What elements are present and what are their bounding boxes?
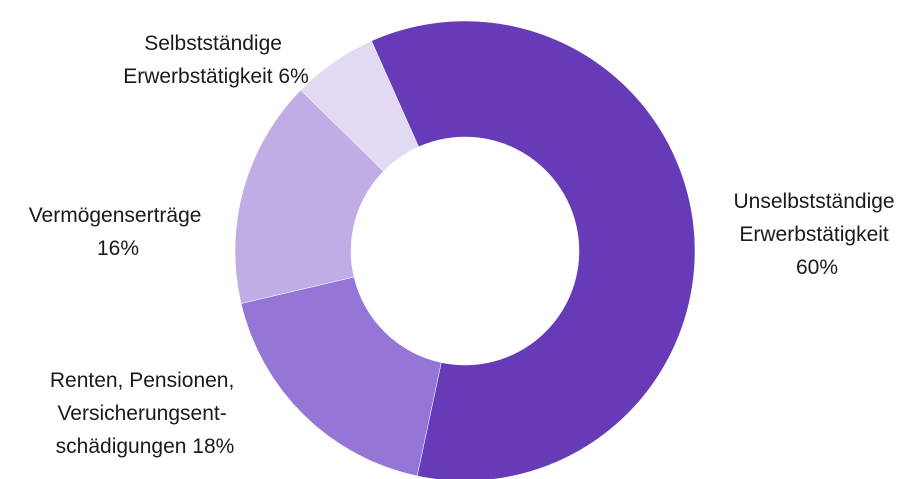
chart-labels: Unselbstständige Erwerbstätigkeit 60% Re… [29, 32, 901, 458]
slice-label-unselbststaendige: Unselbstständige Erwerbstätigkeit 60% [734, 190, 901, 279]
slice-unselbststaendige [371, 20, 696, 479]
slice-label-renten: Renten, Pensionen, Versicherungsent- sch… [50, 369, 240, 458]
slice-label-selbststaendige: Selbstständige Erwerbstätigkeit 6% [123, 32, 309, 88]
slice-label-vermoegen: Vermögenserträge 16% [29, 204, 208, 260]
slice-selbststaendige [300, 40, 419, 172]
slice-vermoegen [234, 89, 384, 304]
chart-slices [234, 20, 696, 479]
slice-renten [240, 276, 442, 477]
